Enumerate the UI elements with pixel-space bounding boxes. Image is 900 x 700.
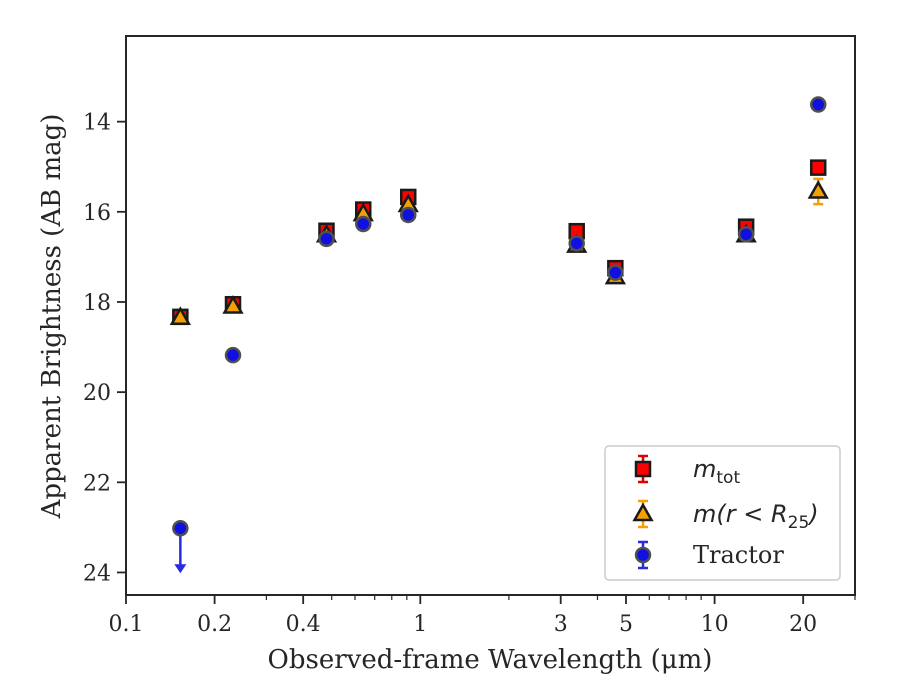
x-tick-label: 0.4	[286, 612, 321, 637]
y-tick-label: 16	[83, 201, 111, 226]
x-tick-label: 20	[789, 612, 817, 637]
data-point	[809, 96, 827, 113]
y-tick-label: 18	[83, 291, 111, 316]
data-point	[607, 264, 624, 281]
x-axis: 0.1 0.2 0.4 1 3 5 10 20	[109, 595, 856, 637]
data-point	[399, 206, 417, 224]
y-tick-label: 24	[83, 561, 111, 586]
x-tick-label: 0.2	[197, 612, 232, 637]
legend-marker-triangle	[632, 502, 654, 522]
series-circle-markers	[172, 96, 827, 574]
legend-label: Tractor	[693, 541, 784, 569]
data-point	[737, 226, 755, 243]
legend-marker-square	[634, 460, 652, 478]
data-point	[172, 520, 189, 537]
y-tick-label: 20	[83, 381, 111, 406]
data-point	[809, 159, 827, 176]
y-axis: 14 16 18 20 22 24	[83, 111, 126, 586]
data-point	[568, 235, 585, 252]
y-tick-label: 14	[83, 111, 111, 136]
plot-marks	[169, 96, 829, 574]
plot-frame	[125, 35, 856, 596]
data-point	[355, 215, 372, 233]
x-tick-label: 0.1	[109, 612, 144, 637]
legend-label: mtot	[693, 455, 740, 488]
y-tick-label: 22	[83, 471, 111, 496]
x-tick-label: 10	[701, 612, 729, 637]
series-triangle-markers	[169, 177, 829, 326]
x-axis-label: Observed-frame Wavelength (μm)	[268, 645, 713, 675]
legend-label: m(r < R25)	[693, 500, 819, 533]
data-point	[169, 306, 191, 326]
x-tick-label: 3	[554, 612, 568, 637]
series-square-markers	[172, 159, 827, 326]
data-point	[224, 346, 242, 364]
data-point	[318, 230, 335, 248]
legend-marker-circle	[634, 546, 652, 564]
x-tick-label: 1	[413, 612, 427, 637]
data-point	[807, 179, 829, 199]
data-point	[222, 294, 244, 314]
legend: mtot m(r < R25) Tractor	[604, 445, 841, 581]
x-tick-label: 5	[619, 612, 633, 637]
legend-frame	[604, 445, 841, 581]
y-axis-label: Apparent Brightness (AB mag)	[37, 114, 67, 520]
upper-limit-arrow-head	[174, 564, 187, 574]
